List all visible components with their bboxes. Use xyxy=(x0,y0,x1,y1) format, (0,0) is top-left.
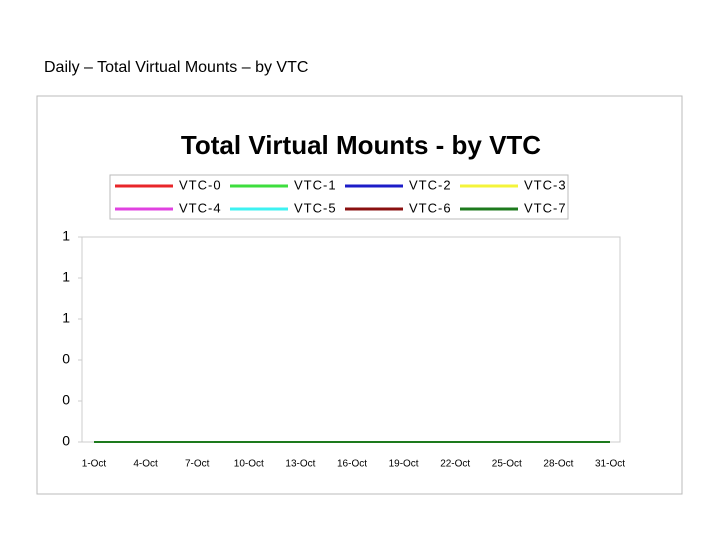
x-tick-label: 19-Oct xyxy=(389,459,419,470)
legend-label: VTC-0 xyxy=(179,177,222,192)
y-tick-label: 0 xyxy=(62,392,70,408)
x-tick-label: 28-Oct xyxy=(543,459,573,470)
x-tick-label: 13-Oct xyxy=(285,459,315,470)
legend-label: VTC-1 xyxy=(294,177,337,192)
legend-label: VTC-6 xyxy=(409,200,452,215)
chart-title: Total Virtual Mounts - by VTC xyxy=(181,130,541,160)
x-tick-label: 22-Oct xyxy=(440,459,470,470)
x-tick-label: 31-Oct xyxy=(595,459,625,470)
legend-label: VTC-4 xyxy=(179,200,222,215)
legend-box xyxy=(109,174,569,220)
x-tick-label: 10-Oct xyxy=(234,459,264,470)
legend-label: VTC-7 xyxy=(524,200,567,215)
x-tick-label: 7-Oct xyxy=(185,459,210,470)
legend-label: VTC-3 xyxy=(524,177,567,192)
legend-label: VTC-5 xyxy=(294,200,337,215)
plot-area xyxy=(81,236,621,443)
y-tick-label: 1 xyxy=(62,228,70,244)
y-tick-label: 1 xyxy=(62,269,70,285)
x-tick-label: 4-Oct xyxy=(133,459,158,470)
x-tick-label: 16-Oct xyxy=(337,459,367,470)
x-tick-label: 25-Oct xyxy=(492,459,522,470)
x-tick-label: 1-Oct xyxy=(82,459,107,470)
legend-label: VTC-2 xyxy=(409,177,452,192)
y-tick-label: 1 xyxy=(62,310,70,326)
y-tick-label: 0 xyxy=(62,433,70,449)
y-tick-label: 0 xyxy=(62,351,70,367)
slide-title: Daily – Total Virtual Mounts – by VTC xyxy=(44,59,308,76)
